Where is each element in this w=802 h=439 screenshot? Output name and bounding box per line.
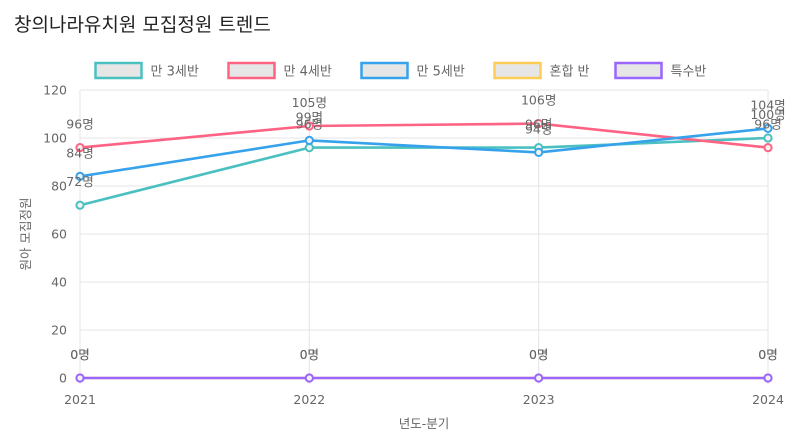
data-label: 100명: [750, 107, 785, 122]
x-axis-ticks: 2021 2022 2023 2024: [64, 392, 784, 407]
x-tick-label: 2024: [752, 392, 784, 407]
data-label: 105명: [292, 95, 327, 110]
data-point: [763, 143, 773, 153]
data-label: 106명: [521, 93, 556, 108]
data-point: [763, 123, 773, 133]
x-tick-label: 2021: [64, 392, 96, 407]
legend: 만 3세반 만 4세반 만 5세반 혼합 반 특수반: [94, 61, 707, 80]
y-tick-label: 100: [43, 131, 67, 146]
data-label: 96명: [66, 117, 93, 132]
series-lines: [75, 119, 773, 383]
y-tick-label: 0: [59, 371, 67, 386]
data-point: [304, 135, 314, 145]
legend-swatch[interactable]: [360, 61, 409, 80]
data-label: 0명: [529, 347, 548, 362]
grid-lines: [79, 89, 769, 384]
data-point: [75, 373, 85, 383]
chart-title: 창의나라유치원 모집정원 트렌드: [14, 14, 271, 36]
data-point: [304, 143, 314, 153]
data-point: [75, 143, 85, 153]
y-tick-label: 60: [51, 227, 67, 242]
data-label: 96명: [296, 117, 323, 132]
legend-swatch[interactable]: [94, 61, 143, 80]
x-axis-title: 년도-분기: [399, 416, 450, 431]
data-point: [534, 147, 544, 157]
data-label: 104명: [750, 97, 785, 112]
data-point: [763, 133, 773, 143]
y-tick-label: 40: [51, 275, 67, 290]
x-tick-label: 2022: [293, 392, 325, 407]
data-point: [304, 373, 314, 383]
legend-swatch[interactable]: [493, 61, 542, 80]
legend-label[interactable]: 혼합 반: [550, 65, 590, 80]
y-axis-ticks: 0 20 40 60 80 100 120: [43, 83, 67, 386]
legend-label[interactable]: 특수반: [671, 65, 707, 80]
data-label: 72명: [66, 174, 93, 189]
data-label: 96명: [754, 117, 781, 132]
data-label: 84명: [66, 145, 93, 160]
data-label: 0명: [300, 347, 319, 362]
x-tick-label: 2023: [523, 392, 555, 407]
data-label: 0명: [758, 347, 777, 362]
y-tick-label: 20: [51, 323, 67, 338]
data-point: [75, 200, 85, 210]
legend-swatch[interactable]: [614, 61, 663, 80]
data-label: 0명: [529, 347, 548, 362]
data-point: [534, 119, 544, 129]
y-tick-label: 120: [43, 83, 67, 98]
legend-label[interactable]: 만 5세반: [417, 65, 465, 80]
series-line: [79, 136, 769, 207]
data-label: 94명: [525, 121, 552, 136]
y-axis-title: 원아 모집정원: [18, 198, 33, 271]
series-line: [79, 127, 769, 178]
data-label: 96명: [525, 117, 552, 132]
data-label: 99명: [296, 109, 323, 124]
data-point: [304, 121, 314, 131]
data-label: 0명: [70, 347, 89, 362]
data-point: [763, 373, 773, 383]
data-point: [75, 171, 85, 181]
y-tick-label: 80: [51, 179, 67, 194]
legend-swatch[interactable]: [227, 61, 276, 80]
data-point: [534, 373, 544, 383]
data-label: 0명: [758, 347, 777, 362]
data-label: 0명: [70, 347, 89, 362]
legend-label[interactable]: 만 4세반: [284, 65, 332, 80]
data-label: 0명: [300, 347, 319, 362]
series-line: [79, 122, 769, 149]
legend-label[interactable]: 만 3세반: [151, 65, 199, 80]
